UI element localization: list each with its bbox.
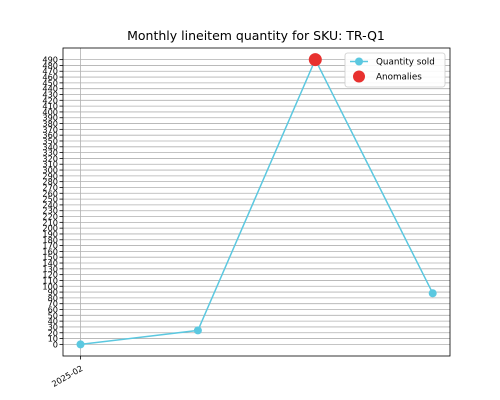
y-tick-label: 470	[42, 66, 58, 76]
y-tick-label: 230	[42, 206, 58, 216]
legend: Quantity sold Anomalies	[344, 52, 446, 88]
y-tick-label: 90	[48, 287, 58, 297]
legend-label-anomalies: Anomalies	[376, 73, 422, 83]
y-tick-label: 160	[42, 246, 58, 256]
y-tick-label: 430	[42, 89, 58, 99]
y-tick-label: 280	[42, 177, 58, 187]
legend-marker-quantity-sold	[355, 57, 363, 66]
y-tick-label: 360	[42, 130, 58, 140]
y-tick-label: 100	[42, 281, 58, 291]
y-tick-label: 240	[42, 200, 58, 210]
y-tick-label: 390	[42, 113, 58, 123]
y-tick-label: 490	[42, 55, 58, 65]
grid-layer	[63, 48, 450, 356]
chart-title: Monthly lineitem quantity for SKU: TR-Q1	[127, 28, 385, 43]
y-tick-label: 60	[48, 305, 58, 315]
y-tick-label: 270	[42, 182, 58, 192]
y-tick-label: 120	[42, 270, 58, 280]
y-tick-label: 220	[42, 212, 58, 222]
y-tick-label: 440	[42, 84, 58, 94]
y-tick-label: 250	[42, 194, 58, 204]
y-tick-label: 10	[48, 334, 58, 344]
series-layer	[76, 53, 437, 349]
y-tick-label: 200	[42, 223, 58, 233]
y-tick-label: 170	[42, 241, 58, 251]
data-point-quantity-sold	[428, 289, 437, 298]
y-tick-label: 460	[42, 72, 58, 82]
legend-marker-anomalies	[353, 70, 365, 83]
y-tick-label: 190	[42, 229, 58, 239]
y-tick-label: 180	[42, 235, 58, 245]
y-tick-label: 420	[42, 95, 58, 105]
y-tick-label: 290	[42, 171, 58, 181]
anomaly-point	[308, 53, 322, 67]
y-axis-ticks: 0102030405060708090100110120130140150160…	[42, 55, 63, 349]
y-tick-label: 380	[42, 119, 58, 129]
y-tick-label: 150	[42, 252, 58, 262]
y-tick-label: 20	[48, 328, 58, 338]
plot-frame	[62, 47, 451, 357]
y-tick-label: 480	[42, 60, 58, 70]
y-tick-label: 350	[42, 136, 58, 146]
y-tick-label: 320	[42, 153, 58, 163]
y-tick-label: 310	[42, 159, 58, 169]
y-tick-label: 70	[48, 299, 58, 309]
y-tick-label: 80	[48, 293, 58, 303]
y-tick-label: 300	[42, 165, 58, 175]
y-tick-label: 110	[42, 275, 58, 285]
y-tick-label: 30	[48, 322, 58, 332]
y-tick-label: 400	[42, 107, 58, 117]
series-line-quantity-sold	[80, 57, 434, 346]
data-point-quantity-sold	[193, 326, 202, 335]
y-tick-label: 370	[42, 124, 58, 134]
y-tick-label: 450	[42, 78, 58, 88]
y-tick-label: 410	[42, 101, 58, 111]
legend-frame	[344, 52, 446, 88]
y-tick-label: 40	[48, 316, 58, 326]
y-tick-label: 140	[42, 258, 58, 268]
y-tick-label: 330	[42, 148, 58, 158]
y-tick-label: 0	[53, 339, 58, 349]
y-tick-label: 210	[42, 217, 58, 227]
y-tick-label: 260	[42, 188, 58, 198]
y-tick-label: 130	[42, 264, 58, 274]
y-tick-label: 340	[42, 142, 58, 152]
data-point-quantity-sold	[76, 340, 85, 349]
legend-label-quantity-sold: Quantity sold	[376, 58, 435, 68]
y-tick-label: 50	[48, 310, 58, 320]
